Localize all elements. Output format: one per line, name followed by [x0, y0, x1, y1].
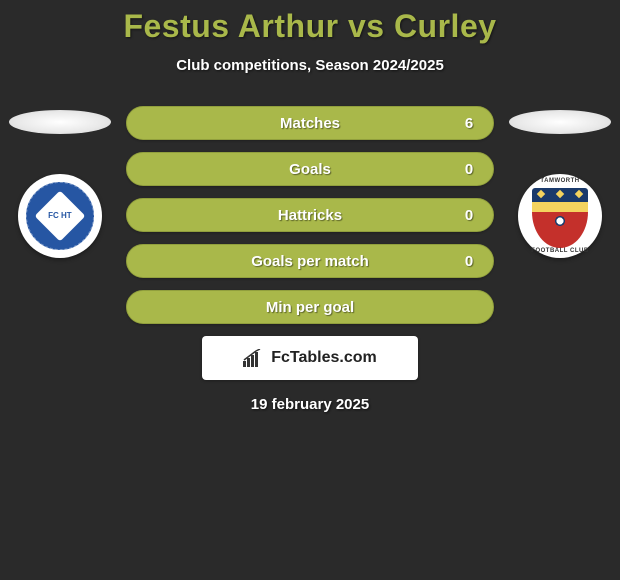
stat-label: Hattricks	[278, 207, 342, 224]
brand-text: FcTables.com	[271, 349, 377, 367]
tamworth-banner-bot: FOOTBALL CLUB	[518, 248, 602, 254]
stat-left-value	[127, 291, 175, 323]
stat-row-goals-per-match: Goals per match 0	[126, 244, 494, 278]
stat-right-value	[445, 291, 493, 323]
halifax-crest-text: FC HT	[48, 212, 72, 220]
right-team-crest: TAMWORTH FOOTBALL CLUB	[518, 174, 602, 258]
stat-right-value: 0	[445, 199, 493, 231]
right-player-column: TAMWORTH FOOTBALL CLUB	[504, 106, 616, 258]
stat-label: Matches	[280, 115, 340, 132]
stat-left-value	[127, 199, 175, 231]
tamworth-banner-top: TAMWORTH	[518, 178, 602, 184]
stat-row-min-per-goal: Min per goal	[126, 290, 494, 324]
content-row: FC HT Matches 6 Goals 0 Hattricks 0	[0, 106, 620, 413]
shield-mid-band	[532, 202, 588, 212]
halifax-crest-ring: FC HT	[22, 178, 98, 254]
stat-label: Goals	[289, 161, 331, 178]
page-title: Festus Arthur vs Curley	[0, 8, 620, 45]
brand-watermark: FcTables.com	[202, 336, 418, 380]
date-label: 19 february 2025	[126, 396, 494, 413]
fleur-icon	[553, 214, 567, 228]
stat-right-value: 6	[445, 107, 493, 139]
left-player-avatar-placeholder	[9, 110, 111, 134]
stat-row-hattricks: Hattricks 0	[126, 198, 494, 232]
left-player-column: FC HT	[4, 106, 116, 258]
stat-label: Min per goal	[266, 299, 354, 316]
stat-row-matches: Matches 6	[126, 106, 494, 140]
stat-left-value	[127, 107, 175, 139]
stat-label: Goals per match	[251, 253, 369, 270]
shield-top-band	[532, 188, 588, 202]
stat-right-value: 0	[445, 245, 493, 277]
stat-left-value	[127, 245, 175, 277]
tamworth-crest-shield: TAMWORTH FOOTBALL CLUB	[532, 184, 588, 248]
infographic-root: Festus Arthur vs Curley Club competition…	[0, 0, 620, 413]
stats-column: Matches 6 Goals 0 Hattricks 0 Goals per …	[116, 106, 504, 413]
page-subtitle: Club competitions, Season 2024/2025	[0, 57, 620, 74]
bar-chart-icon	[243, 349, 265, 367]
stat-row-goals: Goals 0	[126, 152, 494, 186]
left-team-crest: FC HT	[18, 174, 102, 258]
shield-bottom-band	[532, 212, 588, 248]
stat-left-value	[127, 153, 175, 185]
halifax-crest-diamond: FC HT	[35, 191, 86, 242]
right-player-avatar-placeholder	[509, 110, 611, 134]
stat-right-value: 0	[445, 153, 493, 185]
